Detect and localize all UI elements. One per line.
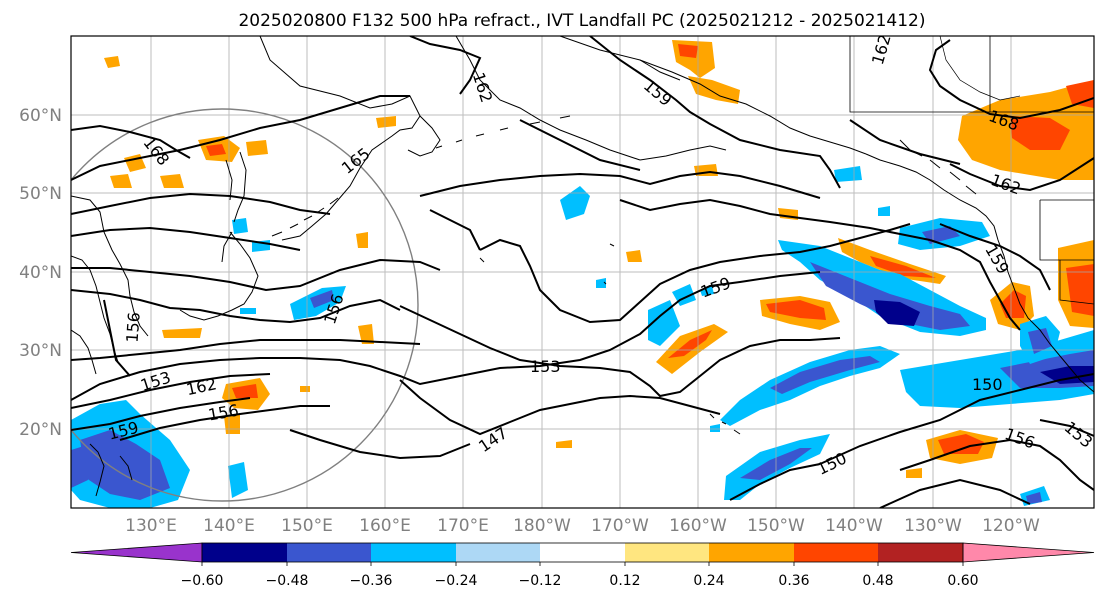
shade-positive (1010, 116, 1070, 150)
map-area: 168 165 162 159 168 162 159 156 156 153 … (71, 36, 1094, 508)
lat-label: 60°N (19, 106, 62, 126)
colorbar-ticks: −0.60 −0.48 −0.36 −0.24 −0.12 0.12 0.24 … (181, 573, 979, 589)
colorbar-tick-label: 0.36 (778, 573, 809, 589)
colorbar-tick-label: 0.60 (947, 573, 978, 589)
shade-negative (874, 300, 920, 326)
shade-positive (766, 300, 826, 320)
colorbar-swatches (70, 542, 1095, 566)
shade-positive (668, 330, 712, 358)
shade-negative (1040, 366, 1094, 384)
lon-label: 150°W (747, 516, 805, 536)
shade-positive (206, 144, 226, 156)
shade-positive (246, 140, 268, 156)
shade-negative (834, 166, 862, 182)
shade-positive (162, 328, 202, 338)
lat-labels: 60°N 50°N 40°N 30°N 20°N (19, 106, 62, 440)
shade-positive (104, 56, 120, 68)
colorbar-tick-label: 0.12 (609, 573, 640, 589)
shade-negative (1028, 328, 1052, 354)
colorbar-tick-label: −0.36 (350, 573, 393, 589)
shade-negative (80, 430, 170, 500)
colorbar-extend-max (962, 542, 1095, 563)
shade-negative (700, 286, 714, 296)
contour-label-153: 153 (530, 357, 561, 376)
shade-negative (1026, 492, 1042, 504)
colorbar: −0.60 −0.48 −0.36 −0.24 −0.12 0.12 0.24 … (70, 542, 1095, 589)
shade-positive (356, 232, 368, 248)
colorbar-extend-min (70, 542, 203, 563)
shade-positive (626, 250, 642, 262)
lon-label: 120°W (982, 516, 1040, 536)
shade-positive (376, 116, 396, 128)
colorbar-outline (201, 542, 964, 563)
contour-lines (71, 36, 1094, 508)
shade-positive (232, 384, 258, 398)
colorbar-tick-label: 0.48 (862, 573, 893, 589)
map-border (70, 35, 1095, 509)
colorbar-swatch (794, 543, 878, 562)
shade-negative (810, 262, 970, 330)
colorbar-tick-label: 0.24 (693, 573, 724, 589)
lon-label: 140°E (203, 516, 255, 536)
shade-negative (648, 300, 680, 346)
shade-positive (160, 174, 184, 188)
shade-positive (110, 174, 132, 188)
shade-negative (560, 186, 590, 220)
contour-label-156: 156 (123, 311, 144, 343)
shade-positive (938, 434, 984, 454)
lon-label: 140°W (825, 516, 883, 536)
map-title: 2025020800 F132 500 hPa refract., IVT La… (238, 11, 925, 31)
shade-negative (232, 218, 248, 234)
shade-negative (310, 290, 334, 308)
colorbar-swatch (456, 543, 540, 562)
shade-negative (228, 462, 248, 498)
colorbar-tick-label: −0.60 (181, 573, 224, 589)
lon-label: 160°E (359, 516, 411, 536)
lat-label: 20°N (19, 420, 62, 440)
colorbar-swatch (540, 543, 625, 562)
lat-label: 30°N (19, 341, 62, 361)
colorbar-tick-label: −0.48 (266, 573, 309, 589)
lon-label: 160°W (669, 516, 727, 536)
lon-label: 180°W (513, 516, 571, 536)
contour-label-150: 150 (972, 375, 1003, 394)
lon-label: 170°W (591, 516, 649, 536)
colorbar-swatch (878, 543, 963, 562)
colorbar-tick-label: −0.24 (435, 573, 478, 589)
colorbar-swatch (625, 543, 709, 562)
colorbar-tick-label: −0.12 (519, 573, 562, 589)
shade-positive (300, 386, 310, 392)
lon-label: 130°E (125, 516, 177, 536)
shade-negative (596, 278, 606, 288)
lon-labels: 130°E 140°E 150°E 160°E 170°E 180°W 170°… (125, 516, 1040, 536)
shade-negative (770, 356, 880, 394)
shade-positive (688, 76, 740, 104)
lat-label: 40°N (19, 263, 62, 283)
coastlines (71, 36, 1094, 497)
colorbar-swatch (709, 543, 794, 562)
shade-negative (240, 308, 256, 314)
shade-negative (71, 446, 88, 488)
region-circle (71, 108, 419, 502)
gridlines (71, 36, 1094, 508)
lon-label: 150°E (281, 516, 333, 536)
shade-negative (878, 206, 890, 216)
lon-label: 130°W (904, 516, 962, 536)
colorbar-swatch (287, 543, 371, 562)
lon-label: 170°E (437, 516, 489, 536)
shade-positive (678, 44, 698, 58)
shade-positive (358, 324, 374, 344)
lat-label: 50°N (19, 184, 62, 204)
colorbar-swatch (371, 543, 456, 562)
colorbar-swatch (202, 543, 287, 562)
shade-negative (710, 424, 720, 432)
shade-positive (906, 468, 922, 478)
shade-positive (556, 440, 572, 448)
